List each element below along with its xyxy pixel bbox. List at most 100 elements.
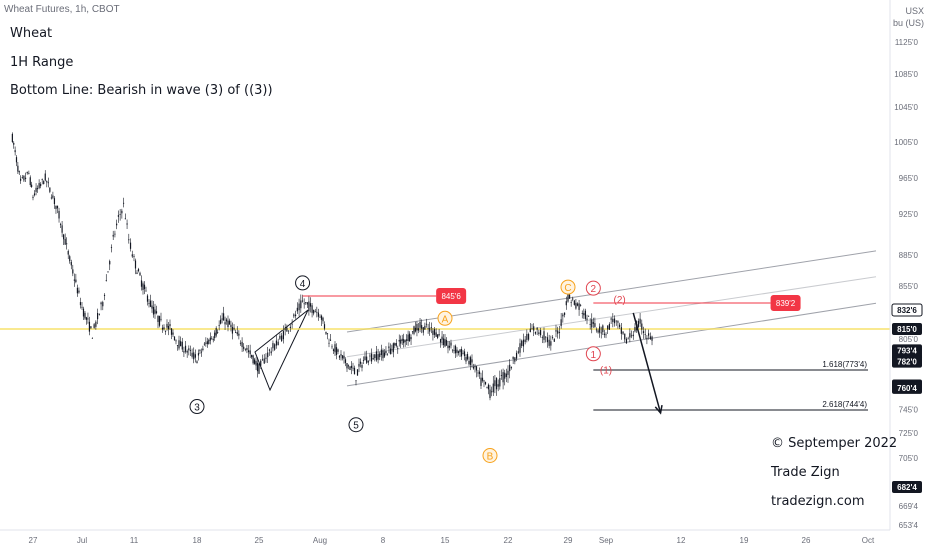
candle-body — [129, 242, 132, 249]
candle-body — [521, 340, 523, 346]
candle-body — [397, 348, 399, 350]
candle-body — [300, 300, 302, 309]
candle-body — [95, 321, 97, 327]
candle-body — [105, 280, 107, 282]
candle-body — [355, 380, 357, 382]
time-tick-label: 11 — [130, 536, 139, 545]
candle-body — [463, 351, 466, 357]
price-badge — [891, 303, 923, 317]
candle-body — [305, 302, 307, 303]
candle-body — [350, 365, 353, 368]
candle-body — [194, 354, 196, 358]
candle-body — [233, 327, 235, 330]
price-tick-label: 653'4 — [899, 521, 919, 530]
candle-body — [472, 366, 475, 369]
candle-body — [620, 327, 622, 334]
candle-body — [186, 351, 188, 353]
candle-body — [539, 330, 542, 336]
wave-label: B — [487, 452, 494, 463]
candle-body — [211, 338, 213, 340]
candle-body — [335, 347, 338, 355]
candle-body — [570, 302, 572, 304]
candle-body — [85, 317, 88, 320]
candle-body — [163, 327, 165, 330]
candle-body — [193, 352, 195, 360]
candle-body — [364, 356, 366, 361]
price-unit-line1: USX — [905, 6, 924, 16]
candle-body — [510, 367, 513, 368]
wave-label: (1) — [600, 366, 612, 377]
candle-body — [533, 326, 535, 331]
candle-body — [380, 349, 382, 356]
candle-body — [403, 339, 405, 344]
wave-label: 3 — [194, 403, 200, 414]
price-tick-label: 1005'0 — [894, 138, 918, 147]
candle-body — [624, 333, 626, 340]
candle-body — [610, 318, 612, 320]
price-tick-label: 669'4 — [899, 502, 919, 511]
resistance-lines: 845'6 839'2 — [302, 287, 801, 311]
candle-body — [477, 372, 479, 374]
candle-body — [117, 215, 119, 217]
candle-body — [52, 195, 54, 198]
candle-body — [432, 330, 434, 335]
candle-body — [107, 271, 109, 273]
candle-body — [374, 354, 376, 359]
candle-body — [275, 340, 278, 346]
wave-label: C — [564, 283, 571, 294]
candle-body — [157, 315, 159, 322]
candle-body — [627, 338, 629, 340]
candle-body — [235, 332, 237, 334]
candle-body — [319, 316, 321, 318]
candle-body — [114, 233, 116, 235]
candle-body — [142, 283, 144, 291]
candle-body — [123, 202, 125, 204]
candle-body — [460, 348, 463, 357]
candle-body — [212, 339, 214, 341]
candle-body — [270, 351, 272, 354]
price-badge-label: 793'4 — [897, 346, 917, 355]
candle-body — [522, 339, 525, 347]
candle-body — [450, 342, 452, 346]
candle-body — [389, 348, 391, 354]
candle-body — [15, 157, 18, 163]
candle-body — [180, 341, 182, 347]
price-tick-label: 1125'0 — [895, 38, 919, 47]
candle-body — [282, 331, 284, 340]
wave-label: A — [442, 314, 449, 325]
candle-body — [36, 188, 39, 190]
candle-body — [524, 339, 526, 343]
wave-label: 4 — [300, 279, 306, 290]
annotation-range: 1H Range — [10, 55, 74, 70]
candle-body — [33, 193, 36, 196]
candle-body — [97, 313, 99, 320]
candle-body — [541, 337, 543, 338]
price-badge — [892, 481, 922, 493]
candle-body — [133, 256, 135, 257]
time-tick-label: 12 — [677, 536, 686, 545]
candle-body — [244, 348, 246, 350]
candle-body — [407, 334, 409, 341]
candle-body — [591, 319, 593, 328]
candle-body — [625, 338, 628, 344]
candle-body — [316, 311, 318, 313]
candle-body — [199, 350, 201, 351]
candle-body — [309, 303, 312, 307]
candle-body — [70, 261, 72, 266]
candle-body — [429, 327, 431, 332]
signature-website[interactable]: tradezign.com — [771, 494, 865, 509]
candle-body — [422, 327, 424, 333]
candle-body — [20, 178, 22, 181]
candle-body — [519, 343, 521, 353]
candle-body — [456, 349, 458, 353]
candle-body — [534, 331, 537, 334]
candle-body — [17, 165, 19, 172]
candle-body — [121, 210, 123, 214]
candle-body — [332, 349, 335, 351]
candle-body — [284, 328, 286, 331]
candle-body — [352, 367, 354, 369]
candle-body — [47, 182, 49, 184]
channel-middle-line — [346, 276, 877, 358]
time-tick-label: Jul — [77, 536, 87, 545]
